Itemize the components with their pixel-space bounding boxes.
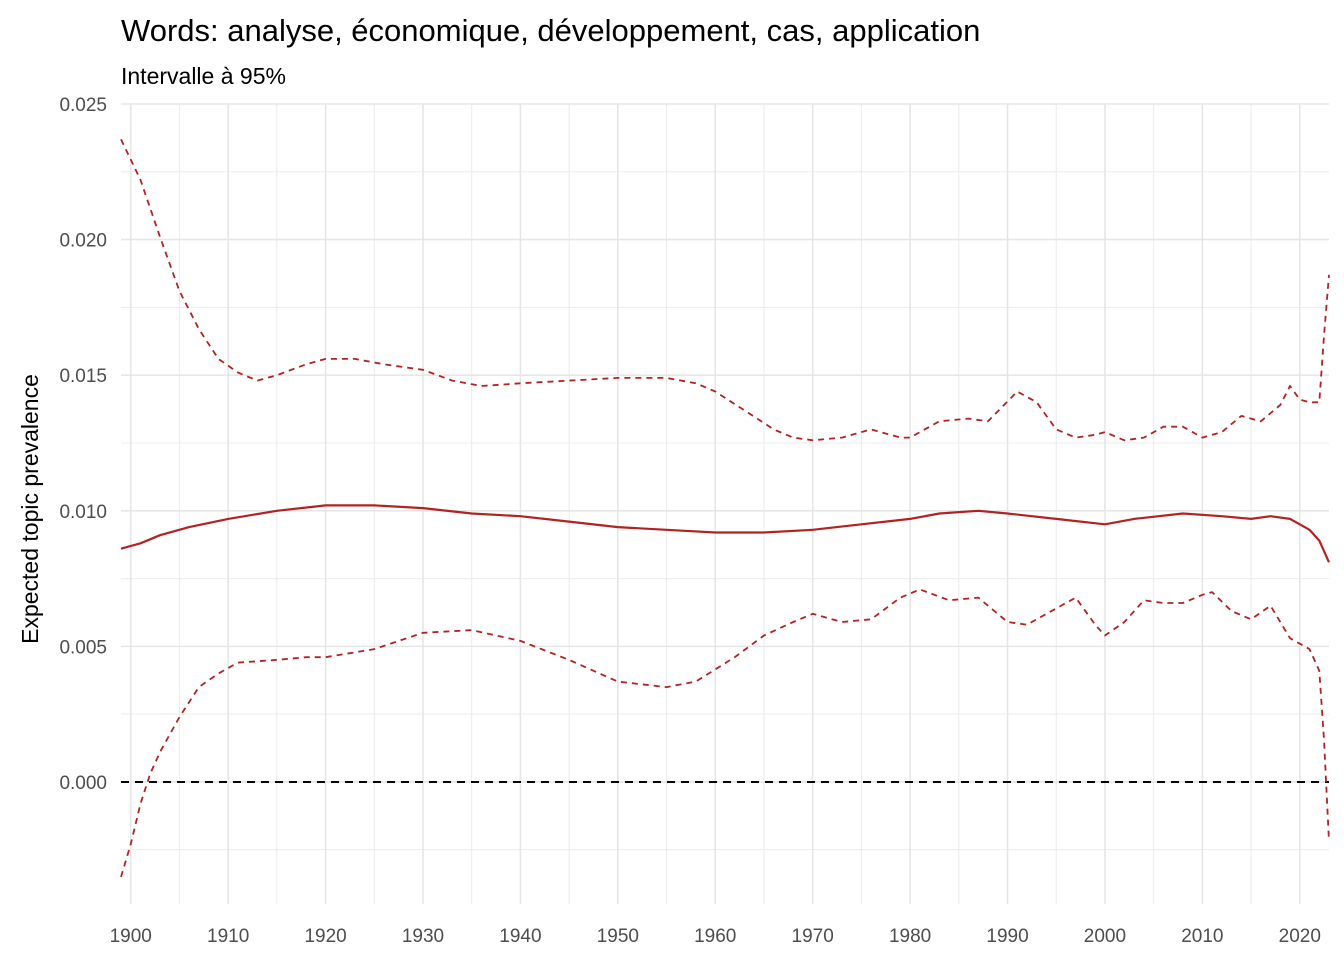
x-tick-label: 1900 bbox=[110, 926, 152, 947]
y-tick-label: 0.015 bbox=[59, 366, 107, 387]
x-tick-label: 2020 bbox=[1279, 926, 1321, 947]
x-tick-label: 1940 bbox=[499, 926, 541, 947]
series-line-estimate bbox=[120, 504, 1331, 563]
series-line-upper-95 bbox=[120, 138, 1330, 442]
tick-labels: 1900 1910 1920 1930 1940 1950 1960 1970 1980 1990… bbox=[59, 95, 1320, 947]
x-tick-label: 1920 bbox=[304, 926, 346, 947]
y-tick-label: 0.020 bbox=[59, 231, 107, 252]
series-line-lower-95 bbox=[120, 588, 1330, 878]
x-tick-label: 2000 bbox=[1084, 926, 1126, 947]
x-tick-label: 1910 bbox=[207, 926, 249, 947]
x-tick-label: 1930 bbox=[402, 926, 444, 947]
x-tick-label: 1960 bbox=[694, 926, 736, 947]
y-tick-label: 0.010 bbox=[59, 502, 107, 523]
series-lines bbox=[120, 138, 1331, 878]
x-tick-label: 1990 bbox=[986, 926, 1028, 947]
x-tick-label: 1980 bbox=[889, 926, 931, 947]
y-tick-label: 0.025 bbox=[59, 95, 107, 116]
y-axis-title: Expected topic prevalence bbox=[17, 374, 43, 644]
y-tick-label: 0.005 bbox=[59, 637, 107, 658]
chart-title: Words: analyse, économique, développemen… bbox=[121, 13, 980, 48]
x-tick-label: 1950 bbox=[597, 926, 639, 947]
x-tick-label: 2010 bbox=[1181, 926, 1223, 947]
y-tick-label: 0.000 bbox=[59, 773, 107, 794]
gridlines bbox=[121, 103, 1329, 904]
x-tick-label: 1970 bbox=[792, 926, 834, 947]
chart-subtitle: Intervalle à 95% bbox=[121, 63, 286, 89]
